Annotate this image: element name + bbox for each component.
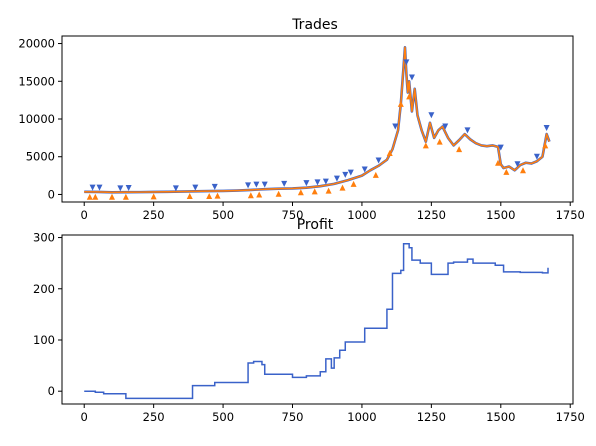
buy-marker: [186, 192, 193, 199]
buy-marker: [297, 189, 304, 196]
x-tick-label: 250: [143, 208, 165, 222]
x-tick-label: 1750: [556, 410, 585, 424]
y-tick-label: 5000: [26, 150, 55, 164]
x-tick-label: 0: [81, 410, 88, 424]
y-tick-label: 0: [48, 384, 55, 398]
x-tick-label: 750: [282, 410, 304, 424]
sell-marker: [428, 112, 435, 119]
buy-marker: [350, 180, 357, 187]
buy-marker: [206, 192, 213, 199]
x-tick-label: 0: [81, 208, 88, 222]
profit-plot-area: [84, 242, 549, 400]
buy-marker: [520, 167, 527, 174]
x-tick-label: 1750: [556, 208, 585, 222]
buy-marker: [311, 188, 318, 195]
x-tick-label: 750: [282, 208, 304, 222]
sell-marker: [392, 123, 399, 130]
price-line: [84, 46, 551, 194]
y-tick-label: 20000: [18, 37, 55, 51]
buy-marker: [214, 192, 221, 199]
sell-marker: [342, 171, 349, 178]
buy-marker: [339, 184, 346, 191]
trades-frame: [61, 35, 574, 203]
buy-marker: [422, 142, 429, 149]
y-tick-label: 10000: [18, 112, 55, 126]
sell-marker: [322, 178, 329, 185]
x-tick-label: 500: [212, 410, 234, 424]
sell-marker: [303, 180, 310, 187]
x-tick-label: 1000: [347, 208, 376, 222]
buy-marker: [397, 100, 404, 107]
trades-ticks: 0 250 500 750 1000 1250 1500 1750 0 5000 10000 1500…: [18, 37, 584, 222]
sell-marker: [533, 153, 540, 160]
buy-marker: [108, 193, 115, 200]
y-tick-label: 200: [33, 282, 55, 296]
x-tick-label: 1250: [417, 410, 446, 424]
x-tick-label: 1250: [417, 208, 446, 222]
sell-marker: [172, 185, 179, 192]
x-tick-label: 250: [143, 410, 165, 424]
sell-marker: [543, 125, 550, 132]
sell-marker: [347, 169, 354, 176]
x-tick-label: 1500: [486, 410, 515, 424]
sell-marker: [253, 181, 260, 188]
buy-marker: [325, 187, 332, 194]
sell-marker: [375, 157, 382, 164]
buy-marker: [386, 149, 393, 156]
trades-plot-area: [84, 46, 551, 200]
trades-axes: Trades 0 250 500 750 1000 1250 1500 1750 0 5000 10…: [18, 17, 584, 222]
sell-marker: [89, 184, 96, 191]
x-tick-label: 500: [212, 208, 234, 222]
buy-marker: [542, 142, 549, 149]
buy-marker: [495, 159, 502, 166]
sell-marker: [261, 181, 268, 188]
buy-marker: [86, 193, 93, 200]
buy-marker: [406, 93, 413, 100]
profit-frame: [61, 234, 574, 405]
y-tick-label: 300: [33, 231, 55, 245]
sell-marker: [96, 184, 103, 191]
buy-marker: [436, 138, 443, 145]
profit-ticks: 0 250 500 750 1000 1250 1500 1750 0 100 200 300: [33, 231, 585, 424]
trades-title: Trades: [291, 17, 338, 33]
buy-marker: [256, 191, 263, 198]
sell-marker: [281, 180, 288, 187]
sell-marker: [117, 185, 124, 192]
buy-marker: [456, 146, 463, 153]
buy-marker: [275, 190, 282, 197]
y-tick-label: 0: [48, 187, 55, 201]
y-tick-label: 15000: [18, 74, 55, 88]
buy-marker: [150, 193, 157, 200]
profit-title: Profit: [297, 217, 334, 233]
sell-marker: [245, 182, 252, 189]
sell-marker: [497, 144, 504, 151]
profit-axes: Profit 0 250 500 750 1000 1250 1500 1750 0 100 200…: [33, 217, 585, 424]
sell-marker: [408, 74, 415, 81]
buy-marker: [92, 193, 99, 200]
y-tick-label: 100: [33, 333, 55, 347]
sell-marker: [464, 127, 471, 134]
buy-marker: [372, 171, 379, 178]
buy-marker: [247, 192, 254, 199]
sell-marker: [333, 175, 340, 182]
profit-line: [84, 242, 549, 400]
sell-marker: [192, 184, 199, 191]
sell-marker: [211, 183, 218, 190]
buy-marker: [503, 168, 510, 175]
sell-marker: [514, 161, 521, 168]
buy-marker: [122, 193, 129, 200]
x-tick-label: 1000: [347, 410, 376, 424]
sell-marker: [314, 179, 321, 186]
sell-marker: [442, 123, 449, 130]
x-tick-label: 1500: [486, 208, 515, 222]
sell-marker: [361, 166, 368, 173]
sell-marker: [125, 185, 132, 192]
sell-marker: [403, 59, 410, 66]
